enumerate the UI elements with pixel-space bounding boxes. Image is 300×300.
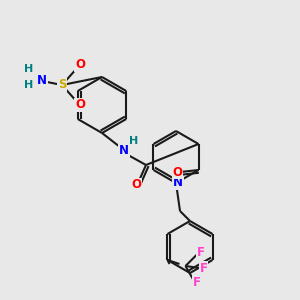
Text: F: F bbox=[200, 262, 208, 275]
Text: F: F bbox=[196, 247, 205, 260]
Text: N: N bbox=[173, 176, 183, 190]
Text: O: O bbox=[131, 178, 141, 191]
Text: F: F bbox=[193, 275, 200, 289]
Text: O: O bbox=[172, 166, 182, 178]
Text: H: H bbox=[24, 64, 34, 74]
Text: S: S bbox=[58, 79, 66, 92]
Text: H: H bbox=[24, 80, 34, 90]
Text: O: O bbox=[75, 58, 85, 71]
Text: O: O bbox=[75, 98, 85, 112]
Text: H: H bbox=[129, 136, 139, 146]
Text: N: N bbox=[37, 74, 47, 88]
Text: N: N bbox=[119, 145, 129, 158]
